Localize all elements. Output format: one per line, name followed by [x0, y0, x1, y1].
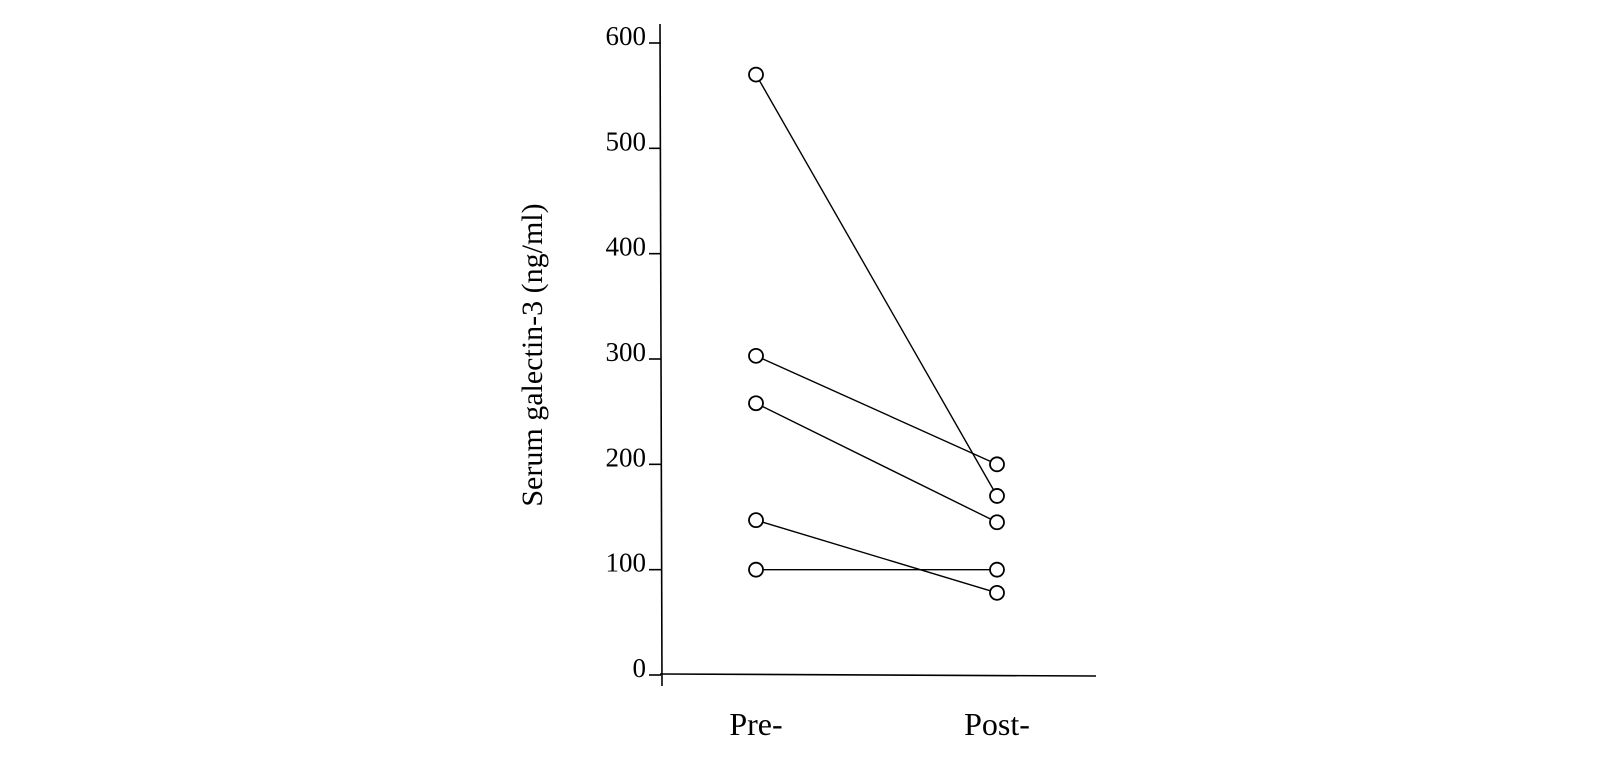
x-category-labels: Pre- Post- [729, 706, 1030, 742]
y-tick-label: 0 [633, 653, 647, 683]
y-tick-label: 600 [606, 21, 647, 51]
y-tick-label: 400 [606, 232, 647, 262]
y-axis-title-group: Serum galectin-3 (ng/ml) [516, 203, 549, 506]
data-point [989, 584, 1005, 601]
series-line [761, 405, 992, 520]
y-tick-label: 500 [606, 126, 647, 156]
data-point [748, 347, 764, 364]
series-points [748, 66, 1005, 601]
y-tick-label: 100 [606, 548, 647, 578]
data-point [989, 488, 1005, 504]
data-point [748, 512, 764, 529]
y-axis-title: Serum galectin-3 (ng/ml) [516, 203, 549, 506]
series-line [762, 358, 991, 463]
data-point [989, 514, 1005, 531]
series-line [758, 80, 995, 491]
x-category-label: Pre- [729, 706, 782, 742]
y-tick-label: 200 [606, 442, 647, 472]
data-point [748, 395, 764, 412]
axes [659, 23, 1097, 687]
x-axis-line [659, 673, 1097, 677]
data-point [748, 66, 764, 83]
data-point [989, 561, 1005, 578]
y-tick-label: 300 [606, 337, 647, 367]
series-lines [758, 80, 995, 592]
y-axis-line [659, 23, 663, 687]
x-category-label: Post- [964, 706, 1030, 742]
data-point [748, 561, 764, 578]
data-point [989, 456, 1005, 473]
y-ticks: 0 100 200 300 400 500 600 [606, 21, 661, 683]
series-line [762, 521, 991, 592]
